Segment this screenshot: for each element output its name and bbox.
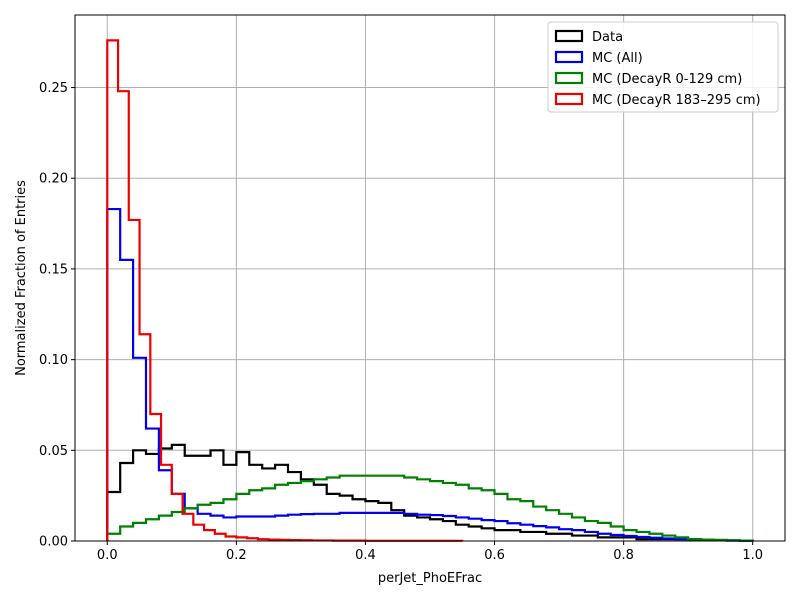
legend-label: Data xyxy=(592,30,623,45)
x-tick-label: 0.8 xyxy=(613,548,634,563)
x-tick-label: 0.4 xyxy=(355,548,376,563)
series-1-histogram-line xyxy=(106,207,754,542)
y-tick-label: 0.05 xyxy=(39,444,68,459)
y-tick-label: 0.00 xyxy=(39,535,68,550)
series-2-histogram-line xyxy=(106,474,754,542)
x-tick-label: 0.6 xyxy=(484,548,505,563)
y-tick-label: 0.10 xyxy=(39,353,68,368)
legend-swatch xyxy=(554,50,584,64)
legend-label: MC (DecayR 183–295 cm) xyxy=(592,93,761,108)
grid xyxy=(75,15,785,542)
y-tick-label: 0.25 xyxy=(39,81,68,96)
legend: Data MC (All) MC (DecayR 0-129 cm) MC (Deca… xyxy=(547,21,779,113)
y-axis-label: Normalized Fraction of Entries xyxy=(14,180,29,376)
legend-swatch xyxy=(554,71,584,85)
x-tick-label: 1.0 xyxy=(742,548,763,563)
y-tick-label: 0.20 xyxy=(39,172,68,187)
x-axis: 0.0 0.2 0.4 0.6 0.8 1.0 xyxy=(97,541,763,563)
legend-label: MC (All) xyxy=(592,51,643,66)
x-axis-label: perJet_PhoEFrac xyxy=(378,571,482,586)
x-tick-label: 0.0 xyxy=(97,548,118,563)
plot-area-frame xyxy=(74,14,786,542)
legend-swatch xyxy=(554,92,584,106)
x-tick-label: 0.2 xyxy=(226,548,247,563)
legend-box xyxy=(547,21,779,113)
series-0-histogram-line xyxy=(106,443,754,542)
y-tick-label: 0.15 xyxy=(39,262,68,277)
legend-label: MC (DecayR 0-129 cm) xyxy=(592,72,742,87)
legend-swatch xyxy=(554,29,584,43)
y-axis: 0.00 0.05 0.10 0.15 0.20 0.25 xyxy=(39,81,75,550)
